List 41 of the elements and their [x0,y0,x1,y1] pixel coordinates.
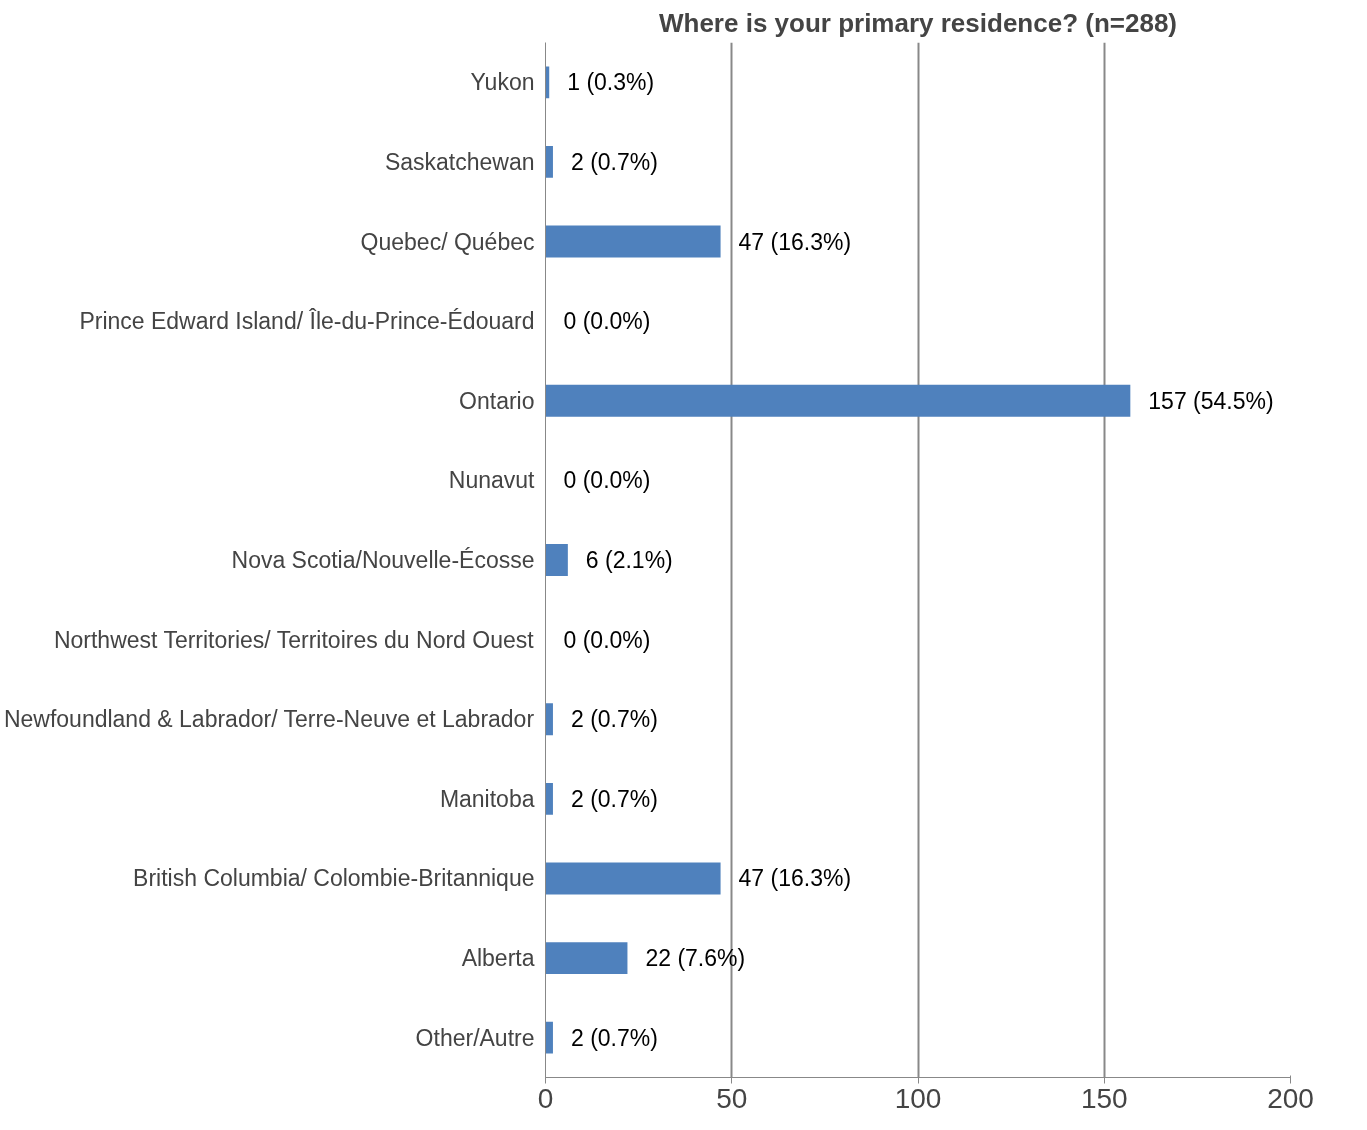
y-tick-label: Alberta [461,945,535,972]
x-tick-label: 0 [537,1082,554,1114]
bar [545,146,553,178]
data-label: 47 (16.3%) [738,228,852,255]
data-label: 22 (7.6%) [645,945,746,972]
y-tick-label: Yukon [470,69,535,96]
data-label: 47 (16.3%) [738,865,852,892]
y-tick-label: Nova Scotia/Nouvelle-Écosse [231,547,535,573]
y-tick-label: Nunavut [448,467,536,494]
bar [545,862,721,895]
data-label: 157 (54.5%) [1148,387,1274,414]
chart-title: Where is your primary residence? (n=288) [658,7,1178,38]
data-label: 2 (0.7%) [570,785,658,812]
y-tick-label: Other/Autre [415,1024,535,1051]
y-tick-label: Ontario [459,387,535,414]
data-label: 0 (0.0%) [563,626,651,653]
data-label: 6 (2.1%) [585,547,673,573]
x-tick-label: 200 [1267,1082,1314,1114]
bar [545,782,553,815]
x-tick-label: 100 [894,1082,942,1114]
data-label: 0 (0.0%) [563,308,651,335]
x-tick-label: 50 [716,1082,748,1114]
y-tick-label: Saskatchewan [384,148,535,175]
y-tick-label: Northwest Territories/ Territoires du Nord Ouest [53,626,535,653]
y-tick-label: Newfoundland & Labrador/ Terre-Neuve et Labrador [3,706,535,733]
bar [545,942,628,974]
bar [545,544,568,576]
bar [545,703,553,736]
y-tick-label: Manitoba [439,785,535,812]
bar [545,384,1131,417]
bar [545,1021,553,1054]
bar [545,225,721,258]
data-label: 2 (0.7%) [570,1024,658,1051]
data-label: 2 (0.7%) [570,706,658,733]
y-tick-label: Prince Edward Island/ Île-du-Prince-Édouard [79,308,535,335]
data-label: 2 (0.7%) [570,148,658,175]
data-label: 0 (0.0%) [563,467,651,494]
x-tick-label: 150 [1080,1082,1128,1114]
y-tick-label: Quebec/ Québec [360,228,535,255]
y-tick-label: British Columbia/ Colombie-Britannique [133,865,535,892]
data-label: 1 (0.3%) [567,69,655,96]
